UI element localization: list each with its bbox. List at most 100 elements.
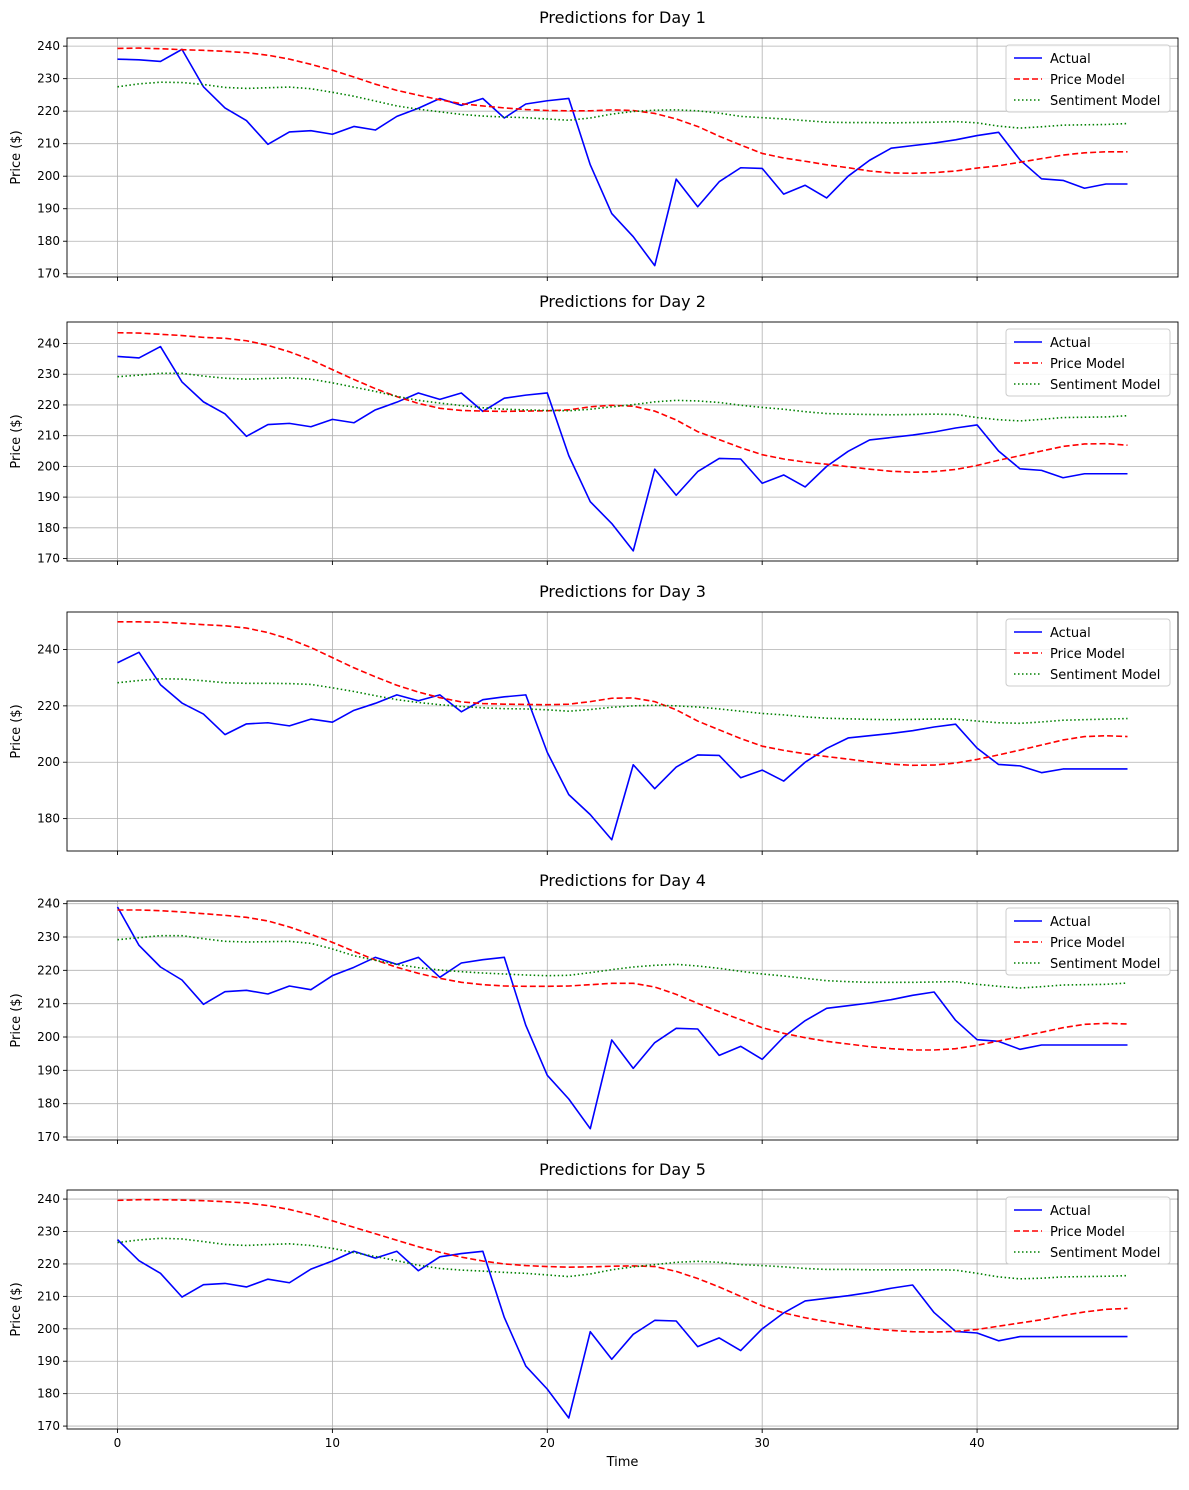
legend-label-actual: Actual: [1050, 626, 1091, 641]
y-tick-label: 190: [37, 490, 60, 504]
plot-frame: [66, 37, 1179, 278]
y-tick-label: 230: [37, 72, 60, 86]
legend-label-actual: Actual: [1050, 336, 1091, 351]
y-axis-label: Price ($): [9, 1282, 24, 1336]
legend: Actual Price Model Sentiment Model: [1005, 618, 1171, 687]
chart-title: Predictions for Day 4: [539, 871, 706, 890]
y-tick-label: 240: [37, 897, 60, 911]
chart-title: Predictions for Day 2: [539, 292, 706, 311]
y-tick-label: 240: [37, 642, 60, 656]
legend-label-actual: Actual: [1050, 915, 1091, 930]
y-tick-label: 200: [37, 755, 60, 769]
legend: Actual Price Model Sentiment Model: [1005, 44, 1171, 113]
y-tick-label: 190: [37, 202, 60, 216]
y-tick-label: 210: [37, 997, 60, 1011]
plot-frame: [66, 611, 1179, 852]
y-tick-label: 230: [37, 1225, 60, 1239]
y-tick-label: 230: [37, 367, 60, 381]
y-tick-label: 220: [37, 963, 60, 977]
legend-label-sentiment-model: Sentiment Model: [1050, 94, 1160, 109]
x-tick-label: 10: [325, 1436, 340, 1450]
chart-title: Predictions for Day 5: [539, 1160, 706, 1179]
y-tick-label: 180: [37, 234, 60, 248]
y-tick-label: 240: [37, 337, 60, 351]
y-tick-label: 200: [37, 1030, 60, 1044]
grid: [67, 612, 1178, 851]
y-tick-label: 190: [37, 1063, 60, 1077]
legend-label-actual: Actual: [1050, 52, 1091, 67]
legend-box: [1005, 907, 1171, 976]
y-tick-label: 210: [37, 1289, 60, 1303]
y-tick-label: 210: [37, 429, 60, 443]
chart-panel-day-3: Predictions for Day 3 180 200 220 240 Price (…: [9, 582, 1179, 855]
grid: [67, 901, 1178, 1140]
y-tick-label: 170: [37, 1419, 60, 1433]
legend: Actual Price Model Sentiment Model: [1005, 1196, 1171, 1265]
chart-panel-day-1: Predictions for Day 1 170 180 190 200 210 220 2…: [9, 8, 1179, 281]
series-line-price-model: [117, 621, 1128, 767]
x-axis-label: Time: [606, 1455, 639, 1470]
series-line-price-model: [117, 47, 1128, 175]
y-tick-label: 190: [37, 1354, 60, 1368]
x-tick-label: 40: [969, 1436, 984, 1450]
y-tick-label: 180: [37, 812, 60, 826]
series-line-sentiment-model: [117, 81, 1128, 129]
legend-box: [1005, 1196, 1171, 1265]
chart-title: Predictions for Day 3: [539, 582, 706, 601]
chart-title: Predictions for Day 1: [539, 8, 706, 27]
legend-label-price-model: Price Model: [1050, 936, 1125, 951]
y-tick-label: 240: [37, 1192, 60, 1206]
series-line-sentiment-model: [117, 677, 1128, 725]
y-tick-label: 170: [37, 1130, 60, 1144]
plot-frame: [66, 1189, 1179, 1430]
y-tick-label: 210: [37, 137, 60, 151]
y-tick-label: 220: [37, 699, 60, 713]
series-line-actual: [117, 48, 1128, 267]
x-tick-label: 20: [540, 1436, 555, 1450]
y-tick-label: 220: [37, 398, 60, 412]
y-tick-label: 170: [37, 267, 60, 281]
series-line-sentiment-model: [117, 934, 1128, 989]
series-line-actual: [117, 651, 1128, 841]
series-line-price-model: [117, 909, 1128, 1051]
legend-label-sentiment-model: Sentiment Model: [1050, 668, 1160, 683]
legend-label-sentiment-model: Sentiment Model: [1050, 1246, 1160, 1261]
legend-box: [1005, 44, 1171, 113]
y-axis-label: Price ($): [9, 704, 24, 758]
series-line-sentiment-model: [117, 1237, 1128, 1280]
y-tick-label: 180: [37, 1387, 60, 1401]
legend-label-price-model: Price Model: [1050, 73, 1125, 88]
y-tick-label: 200: [37, 459, 60, 473]
y-axis-label: Price ($): [9, 993, 24, 1047]
y-tick-label: 200: [37, 1322, 60, 1336]
y-tick-label: 180: [37, 521, 60, 535]
legend-box: [1005, 618, 1171, 687]
legend-label-price-model: Price Model: [1050, 647, 1125, 662]
series-line-price-model: [117, 1198, 1128, 1333]
legend-label-sentiment-model: Sentiment Model: [1050, 378, 1160, 393]
plot-frame: [66, 321, 1179, 562]
legend: Actual Price Model Sentiment Model: [1005, 907, 1171, 976]
y-tick-label: 170: [37, 552, 60, 566]
y-tick-label: 200: [37, 169, 60, 183]
legend: Actual Price Model Sentiment Model: [1005, 328, 1171, 397]
grid: [67, 322, 1178, 561]
legend-label-price-model: Price Model: [1050, 1225, 1125, 1240]
y-tick-label: 220: [37, 1257, 60, 1271]
grid: [67, 38, 1178, 277]
legend-label-sentiment-model: Sentiment Model: [1050, 957, 1160, 972]
x-tick-label: 0: [114, 1436, 122, 1450]
y-tick-label: 180: [37, 1097, 60, 1111]
y-axis-label: Price ($): [9, 130, 24, 184]
x-tick-label: 30: [755, 1436, 770, 1450]
chart-panel-day-5: Predictions for Day 5 0 10 20 30 40 170 180 190 2…: [9, 1160, 1179, 1470]
chart-panel-day-4: Predictions for Day 4 170 180 190 200 210 220 2…: [9, 871, 1179, 1144]
legend-label-actual: Actual: [1050, 1204, 1091, 1219]
legend-box: [1005, 328, 1171, 397]
series-line-sentiment-model: [117, 372, 1128, 422]
chart-panel-day-2: Predictions for Day 2 170 180 190 200 210 220 2…: [9, 292, 1179, 566]
y-tick-label: 220: [37, 104, 60, 118]
plot-frame: [66, 900, 1179, 1141]
y-tick-label: 230: [37, 930, 60, 944]
